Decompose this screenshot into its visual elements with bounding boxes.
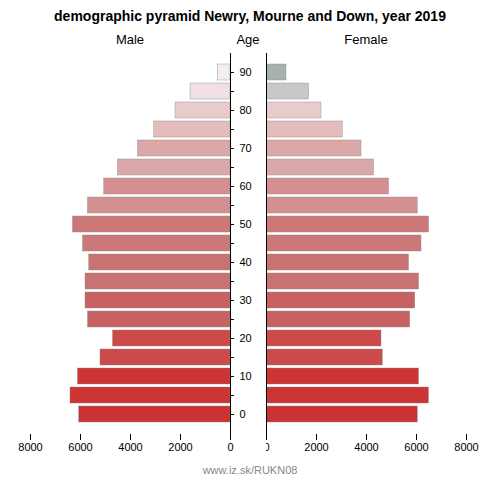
html-text:Age: Age xyxy=(236,32,260,47)
svg-text:0: 0 xyxy=(266,441,270,453)
svg-text:40: 40 xyxy=(240,256,252,268)
svg-text:90: 90 xyxy=(240,66,252,78)
svg-text:60: 60 xyxy=(240,180,252,192)
html-text:Male: Male xyxy=(115,32,145,47)
svg-text:70: 70 xyxy=(240,142,252,154)
svg-text:0: 0 xyxy=(227,441,233,453)
svg-text:8000: 8000 xyxy=(18,441,42,453)
html-text:www.iz.sk/RUKN08: www.iz.sk/RUKN08 xyxy=(202,464,298,476)
svg-text:50: 50 xyxy=(240,218,252,230)
svg-text:30: 30 xyxy=(240,294,252,306)
svg-text:4000: 4000 xyxy=(118,441,142,453)
svg-text:20: 20 xyxy=(240,332,252,344)
svg-text:0: 0 xyxy=(240,408,246,420)
svg-text:6000: 6000 xyxy=(404,441,428,453)
svg-text:4000: 4000 xyxy=(354,441,378,453)
html-text:Female: Female xyxy=(344,32,388,47)
svg-text:80: 80 xyxy=(240,104,252,116)
svg-text:8000: 8000 xyxy=(454,441,478,453)
svg-text:2000: 2000 xyxy=(304,441,328,453)
svg-text:6000: 6000 xyxy=(68,441,92,453)
svg-text:10: 10 xyxy=(240,370,252,382)
svg-text:2000: 2000 xyxy=(168,441,192,453)
html-text:demographic pyramid Newry, Mou: demographic pyramid Newry, Mourne and Do… xyxy=(54,8,446,24)
